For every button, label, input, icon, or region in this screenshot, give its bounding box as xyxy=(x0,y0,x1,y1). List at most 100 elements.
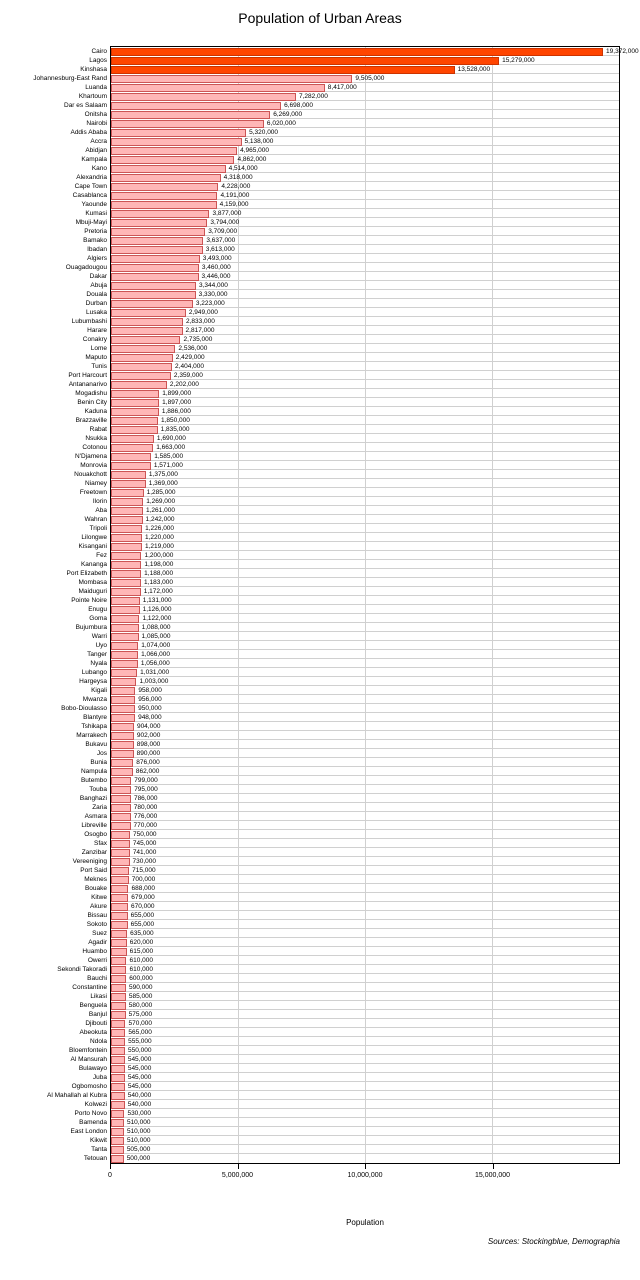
bar xyxy=(111,1101,125,1109)
bar-row: Sokoto655,000 xyxy=(111,920,619,929)
bar xyxy=(111,777,131,785)
bar-row: Bissau655,000 xyxy=(111,911,619,920)
bar-row: Constantine590,000 xyxy=(111,983,619,992)
bar-row: Ogbomosho545,000 xyxy=(111,1082,619,1091)
y-label: Nsukka xyxy=(85,434,111,443)
bar-row: Nouakchott1,375,000 xyxy=(111,470,619,479)
x-tick-label: 10,000,000 xyxy=(347,1172,382,1179)
bar xyxy=(111,102,281,110)
value-label: 15,279,000 xyxy=(502,56,535,65)
bar xyxy=(111,1029,125,1037)
value-label: 570,000 xyxy=(128,1019,152,1028)
bar-row: Touba795,000 xyxy=(111,785,619,794)
y-label: Osogbo xyxy=(84,830,111,839)
value-label: 1,198,000 xyxy=(144,560,173,569)
y-label: Lagos xyxy=(89,56,111,65)
value-label: 510,000 xyxy=(127,1127,151,1136)
y-label: Tanger xyxy=(87,650,111,659)
value-label: 590,000 xyxy=(129,983,153,992)
value-label: 1,085,000 xyxy=(142,632,171,641)
bar xyxy=(111,1047,125,1055)
bar xyxy=(111,543,142,551)
value-label: 580,000 xyxy=(129,1001,153,1010)
bar-row: Mogadishu1,899,000 xyxy=(111,389,619,398)
bar xyxy=(111,390,159,398)
bar xyxy=(111,237,203,245)
bar-row: Zanzibar741,000 xyxy=(111,848,619,857)
value-label: 1,172,000 xyxy=(144,587,173,596)
y-label: East London xyxy=(70,1127,111,1136)
bar-row: Fez1,200,000 xyxy=(111,551,619,560)
bar xyxy=(111,597,140,605)
y-label: Mombasa xyxy=(78,578,111,587)
y-label: Casablanca xyxy=(73,191,111,200)
y-label: Bulawayo xyxy=(79,1064,111,1073)
value-label: 750,000 xyxy=(133,830,157,839)
value-label: 876,000 xyxy=(136,758,160,767)
y-label: Lusaka xyxy=(86,308,111,317)
x-tick xyxy=(238,1164,239,1169)
bar xyxy=(111,210,209,218)
bar-row: Mwanza956,000 xyxy=(111,695,619,704)
y-label: Ibadan xyxy=(87,245,111,254)
y-label: Luanda xyxy=(85,83,111,92)
bar-row: Bamako3,637,000 xyxy=(111,236,619,245)
bar-row: Kananga1,198,000 xyxy=(111,560,619,569)
bar xyxy=(111,615,139,623)
bar-row: Warri1,085,000 xyxy=(111,632,619,641)
bar-row: Ndola555,000 xyxy=(111,1037,619,1046)
y-label: Cairo xyxy=(91,47,111,56)
value-label: 1,899,000 xyxy=(162,389,191,398)
bar xyxy=(111,147,237,155)
value-label: 958,000 xyxy=(138,686,162,695)
bar-row: Porto Novo530,000 xyxy=(111,1109,619,1118)
y-label: Butembo xyxy=(81,776,111,785)
x-tick xyxy=(493,1164,494,1169)
value-label: 1,131,000 xyxy=(143,596,172,605)
bar-row: Lagos15,279,000 xyxy=(111,56,619,65)
bar xyxy=(111,651,138,659)
value-label: 1,375,000 xyxy=(149,470,178,479)
value-label: 545,000 xyxy=(128,1064,152,1073)
bar xyxy=(111,930,127,938)
value-label: 19,372,000 xyxy=(606,47,639,56)
bar xyxy=(111,948,127,956)
bar-row: Bobo-Dioulasso950,000 xyxy=(111,704,619,713)
value-label: 3,493,000 xyxy=(203,254,232,263)
y-label: Tripoli xyxy=(90,524,111,533)
y-label: Abeokuta xyxy=(80,1028,111,1037)
bar xyxy=(111,327,183,335)
bar xyxy=(111,669,137,677)
bar xyxy=(111,678,136,686)
bar-row: Tanger1,066,000 xyxy=(111,650,619,659)
value-label: 1,369,000 xyxy=(149,479,178,488)
value-label: 575,000 xyxy=(129,1010,153,1019)
value-label: 610,000 xyxy=(129,965,153,974)
bar xyxy=(111,138,242,146)
bar-row: Marrakech902,000 xyxy=(111,731,619,740)
value-label: 600,000 xyxy=(129,974,153,983)
value-label: 530,000 xyxy=(127,1109,151,1118)
value-label: 1,585,000 xyxy=(154,452,183,461)
bar-row: Bulawayo545,000 xyxy=(111,1064,619,1073)
value-label: 1,074,000 xyxy=(141,641,170,650)
y-label: Marrakech xyxy=(76,731,111,740)
bar xyxy=(111,408,159,416)
bar-row: Lome2,536,000 xyxy=(111,344,619,353)
y-label: Lubumbashi xyxy=(72,317,111,326)
value-label: 730,000 xyxy=(133,857,157,866)
y-label: Tanta xyxy=(91,1145,111,1154)
bar-row: Kitwe679,000 xyxy=(111,893,619,902)
bar-row: Kumasi3,877,000 xyxy=(111,209,619,218)
bar-row: Wahran1,242,000 xyxy=(111,515,619,524)
value-label: 700,000 xyxy=(132,875,156,884)
bar xyxy=(111,831,130,839)
value-label: 948,000 xyxy=(138,713,162,722)
value-label: 6,698,000 xyxy=(284,101,313,110)
value-label: 786,000 xyxy=(134,794,158,803)
y-label: Alexandria xyxy=(76,173,111,182)
y-label: Juba xyxy=(93,1073,111,1082)
y-label: Port Said xyxy=(80,866,111,875)
bar-row: Tshikapa904,000 xyxy=(111,722,619,731)
bar-row: Alexandria4,318,000 xyxy=(111,173,619,182)
